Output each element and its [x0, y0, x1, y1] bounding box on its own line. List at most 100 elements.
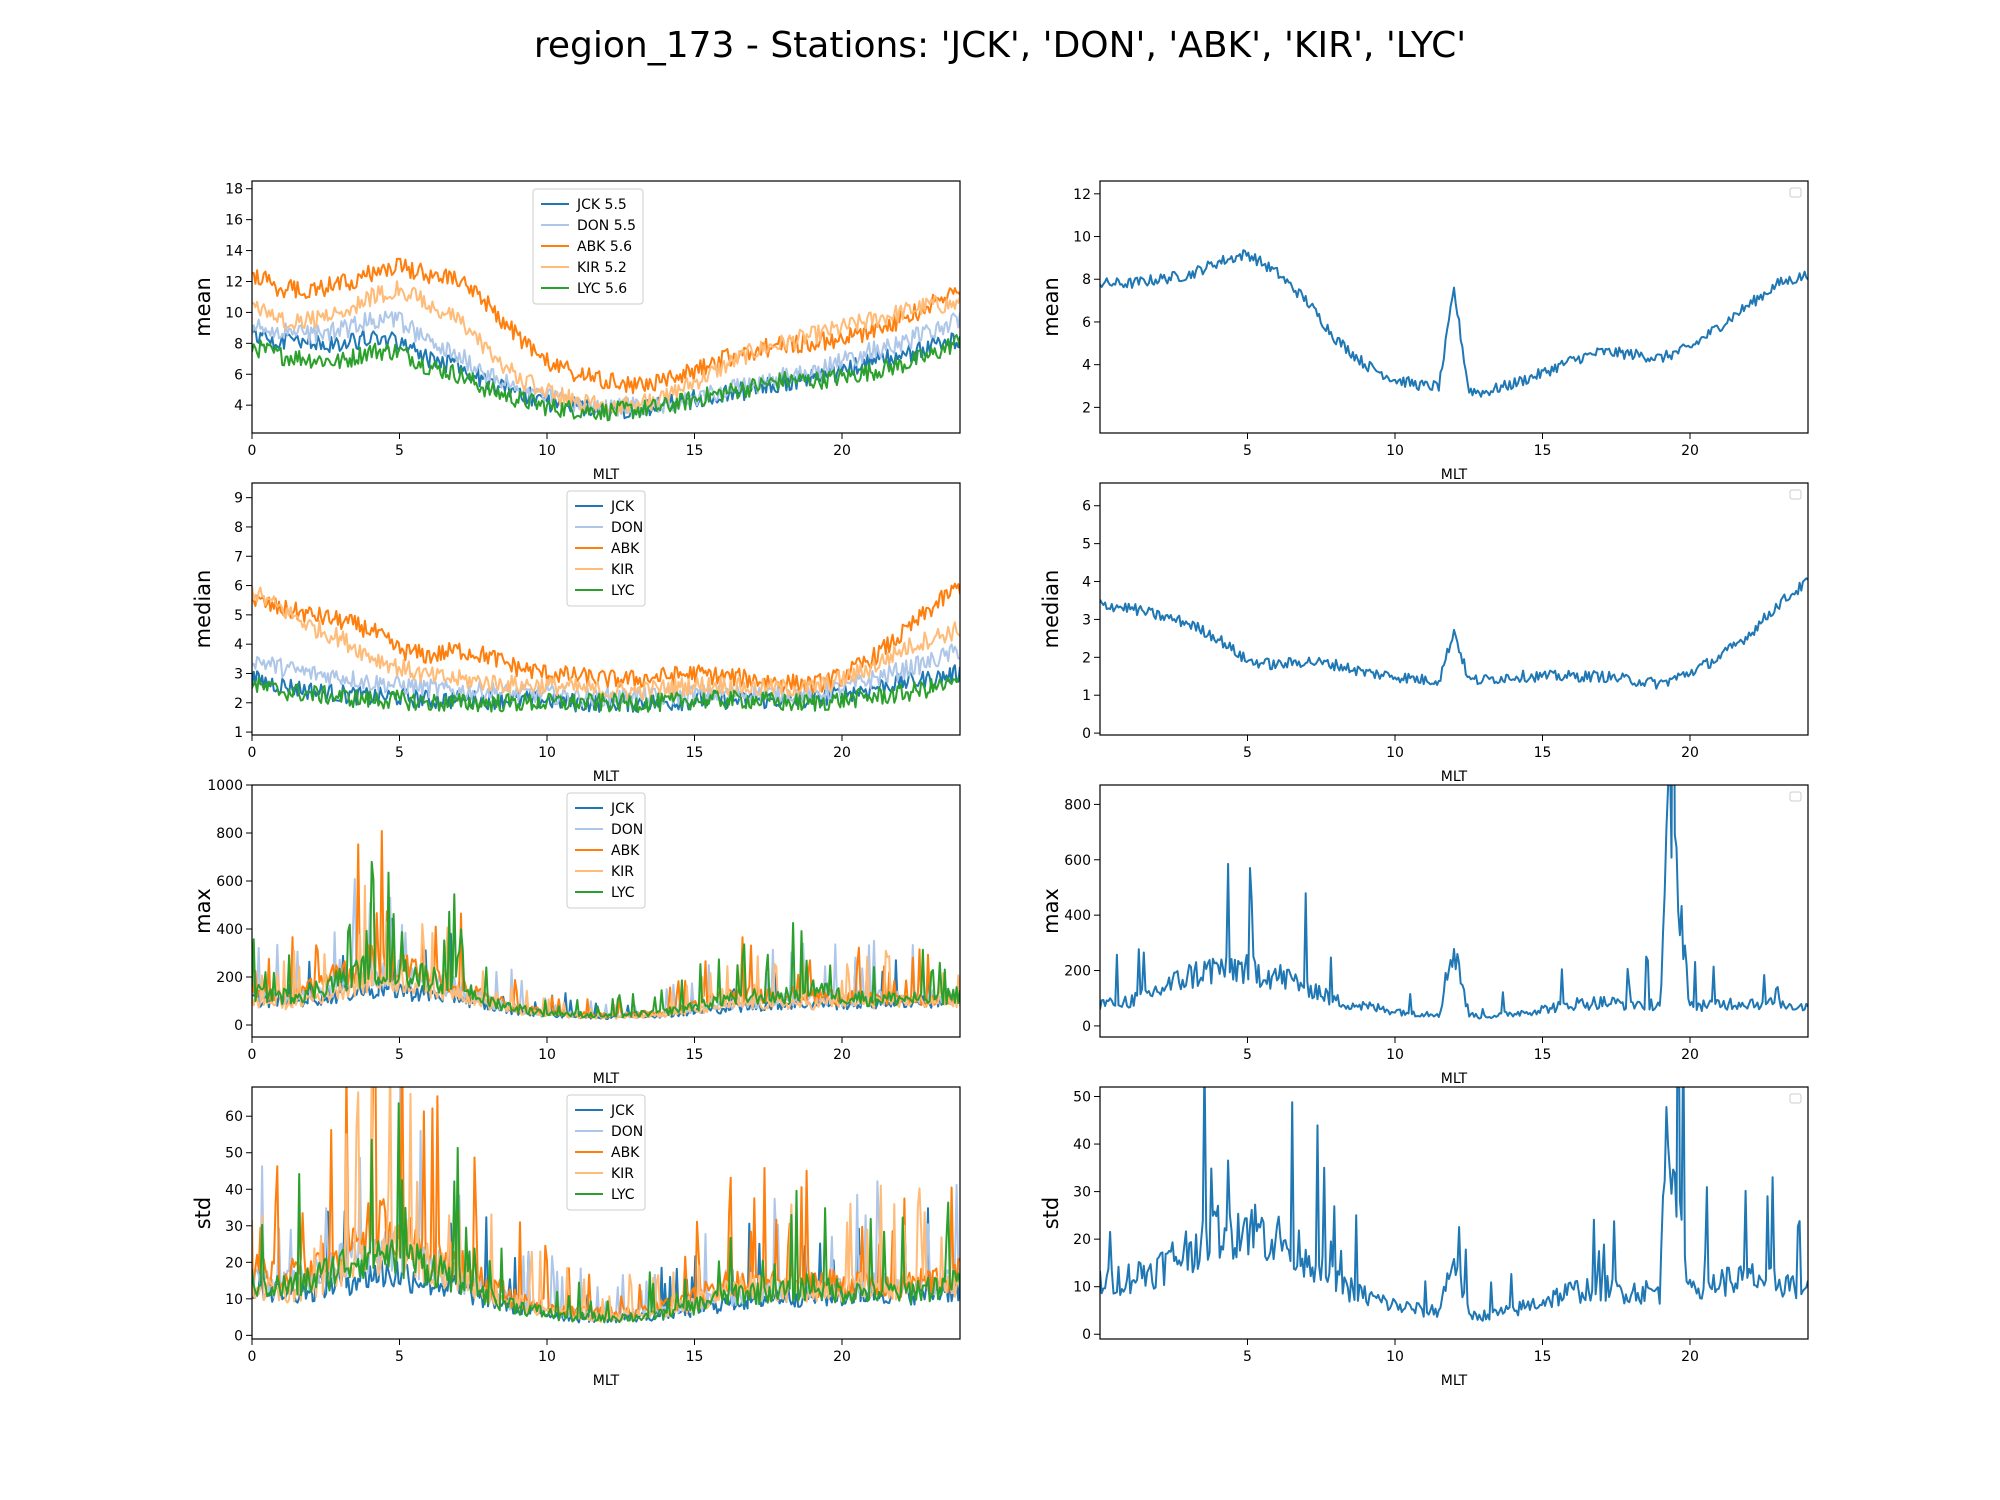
x-tick-label: 15 [1534, 443, 1552, 459]
axes-frame [251, 180, 961, 434]
series-line-average [1100, 785, 1808, 1020]
legend-label-lyc: LYC [611, 885, 635, 901]
axes-frame [251, 784, 961, 1038]
y-tick-label: 10 [225, 305, 243, 321]
y-axis-label: median [1039, 570, 1063, 649]
series-line-don [252, 878, 960, 1019]
x-axis-label: MLT [593, 769, 620, 785]
x-tick-label: 15 [1534, 1349, 1552, 1365]
y-tick-label: 4 [1082, 575, 1091, 591]
legend-box [566, 1094, 646, 1211]
x-tick-label: 5 [1243, 1349, 1252, 1365]
empty-legend-box [1789, 791, 1802, 802]
legend-label-lyc: LYC [611, 1187, 635, 1203]
legend-label-jck: JCK [610, 801, 635, 817]
y-tick-label: 1 [1082, 688, 1091, 704]
axes-frame [1099, 180, 1809, 434]
x-tick-label: 20 [833, 745, 851, 761]
y-tick-label: 8 [234, 336, 243, 352]
y-tick-label: 50 [225, 1146, 243, 1162]
legend-label-jck: JCK [610, 499, 635, 515]
y-tick-label: 30 [225, 1219, 243, 1235]
subplot-left-std: 0 5 10 15 20 0 10 20 30 40 50 60 MLT std JCK DON ABK KIR L… [191, 1086, 961, 1389]
y-tick-label: 40 [225, 1182, 243, 1198]
y-tick-label: 12 [1073, 187, 1091, 203]
legend-label-kir: KIR [611, 864, 634, 880]
legend-label-jck: JCK 5.5 [576, 197, 627, 213]
y-tick-label: 0 [1082, 1327, 1091, 1343]
legend-box [566, 792, 646, 909]
y-tick-label: 40 [1073, 1137, 1091, 1153]
subplot-right-mean: 5 10 15 20 2 4 6 8 10 12 MLT mean [1039, 180, 1809, 483]
x-tick-label: 10 [1386, 443, 1404, 459]
series-group [252, 830, 960, 1020]
axes-frame [251, 482, 961, 736]
x-tick-label: 0 [248, 443, 257, 459]
x-tick-label: 15 [1534, 745, 1552, 761]
x-axis-label: MLT [593, 1071, 620, 1087]
subplot-right-std: 5 10 15 20 0 10 20 30 40 50 MLT std [1039, 1086, 1809, 1389]
series-line-lyc [252, 676, 960, 714]
y-tick-label: 20 [1073, 1232, 1091, 1248]
empty-legend-box [1789, 1093, 1802, 1104]
x-tick-label: 20 [1681, 1047, 1699, 1063]
axes-frame [1099, 482, 1809, 736]
x-tick-label: 5 [1243, 443, 1252, 459]
y-tick-label: 2 [1082, 400, 1091, 416]
empty-legend-box [1789, 187, 1802, 198]
x-tick-label: 15 [686, 443, 704, 459]
y-tick-label: 6 [234, 579, 243, 595]
y-tick-label: 3 [1082, 612, 1091, 628]
figure-title: region_173 - Stations: 'JCK', 'DON', 'AB… [534, 25, 1466, 66]
x-tick-label: 0 [248, 1047, 257, 1063]
x-tick-label: 20 [1681, 745, 1699, 761]
x-tick-label: 15 [1534, 1047, 1552, 1063]
y-tick-label: 30 [1073, 1185, 1091, 1201]
x-tick-label: 5 [1243, 745, 1252, 761]
legend-label-abk: ABK [611, 1145, 640, 1161]
y-tick-label: 8 [234, 520, 243, 536]
y-tick-label: 0 [1082, 726, 1091, 742]
y-tick-label: 600 [216, 874, 243, 890]
y-tick-label: 12 [225, 274, 243, 290]
y-tick-label: 0 [234, 1018, 243, 1034]
series-line-lyc [252, 1102, 960, 1324]
series-group [1100, 1087, 1808, 1322]
x-tick-label: 10 [1386, 745, 1404, 761]
x-tick-label: 5 [1243, 1047, 1252, 1063]
x-tick-label: 10 [1386, 1349, 1404, 1365]
y-tick-label: 1000 [207, 778, 243, 794]
y-tick-label: 4 [234, 398, 243, 414]
y-tick-label: 14 [225, 244, 243, 260]
legend: JCK DON ABK KIR LYC [566, 1094, 646, 1211]
axes-frame [1099, 1086, 1809, 1340]
y-tick-label: 60 [225, 1109, 243, 1125]
x-axis-label: MLT [1441, 467, 1468, 483]
series-line-abk [252, 257, 960, 395]
series-group [1100, 249, 1808, 398]
x-axis-label: MLT [1441, 1373, 1468, 1389]
x-tick-label: 5 [395, 1047, 404, 1063]
y-tick-label: 2 [234, 696, 243, 712]
y-tick-label: 16 [225, 213, 243, 229]
legend-label-kir: KIR [611, 562, 634, 578]
x-tick-label: 20 [833, 1047, 851, 1063]
x-tick-label: 20 [833, 443, 851, 459]
subplot-left-mean: 0 5 10 15 20 4 6 8 10 12 14 16 18 MLT mean JCK 5.5 DON 5… [191, 180, 961, 483]
y-tick-label: 4 [234, 637, 243, 653]
axes-frame [251, 1086, 961, 1340]
legend-box [566, 490, 646, 607]
empty-legend-box [1789, 489, 1802, 500]
legend-label-lyc: LYC 5.6 [577, 281, 627, 297]
y-tick-label: 200 [216, 970, 243, 986]
series-line-lyc [252, 334, 960, 422]
y-tick-label: 10 [1073, 1280, 1091, 1296]
x-axis-label: MLT [1441, 1071, 1468, 1087]
y-tick-label: 6 [1082, 315, 1091, 331]
series-group [252, 257, 960, 422]
x-tick-label: 10 [538, 443, 556, 459]
legend-label-abk: ABK [611, 541, 640, 557]
y-tick-label: 400 [1064, 908, 1091, 924]
